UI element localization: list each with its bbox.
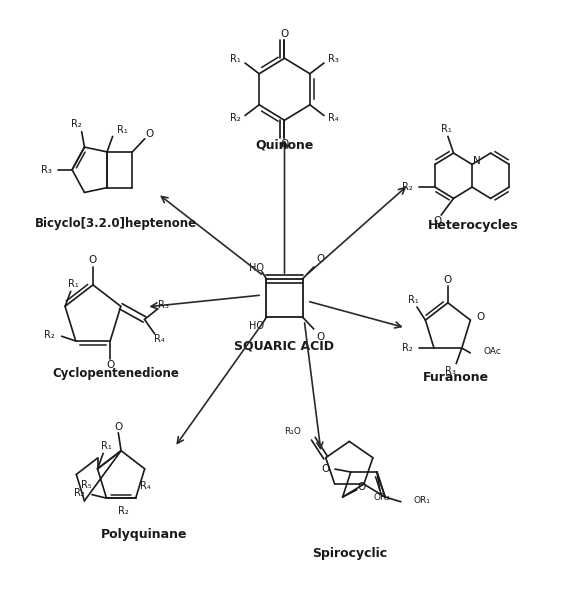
Text: O: O — [106, 360, 114, 370]
Text: OAc: OAc — [483, 347, 501, 356]
Text: R₄: R₄ — [154, 334, 164, 344]
Text: N: N — [473, 157, 480, 166]
Text: R₃: R₃ — [41, 165, 52, 175]
Text: R₂: R₂ — [75, 488, 85, 498]
Text: Heterocycles: Heterocycles — [427, 219, 518, 232]
Text: R₄: R₄ — [328, 113, 339, 123]
Text: Cyclopentenedione: Cyclopentenedione — [52, 367, 179, 380]
Text: O: O — [476, 311, 484, 321]
Text: Quinone: Quinone — [255, 139, 314, 152]
Text: OR₁: OR₁ — [413, 496, 430, 505]
Text: R₃: R₃ — [445, 366, 456, 376]
Text: O: O — [145, 129, 154, 139]
Text: R₂: R₂ — [402, 343, 413, 353]
Text: R₁: R₁ — [407, 295, 418, 305]
Text: R₂: R₂ — [402, 182, 413, 192]
Text: O: O — [89, 255, 97, 265]
Text: HO: HO — [249, 263, 263, 273]
Text: O: O — [357, 482, 365, 492]
Text: R₅: R₅ — [81, 480, 92, 490]
Text: R₂: R₂ — [230, 113, 241, 123]
Text: R₂: R₂ — [71, 119, 81, 129]
Text: O: O — [281, 29, 288, 39]
Text: R₄: R₄ — [141, 480, 151, 491]
Text: R₁: R₁ — [230, 54, 241, 64]
Text: R₁: R₁ — [117, 125, 128, 135]
Text: Bicyclo[3.2.0]heptenone: Bicyclo[3.2.0]heptenone — [34, 217, 196, 230]
Text: Polyquinane: Polyquinane — [100, 528, 187, 541]
Text: O: O — [321, 464, 329, 474]
Text: R₃: R₃ — [158, 300, 169, 310]
Text: Furanone: Furanone — [423, 371, 489, 385]
Text: SQUARIC ACID: SQUARIC ACID — [234, 340, 335, 352]
Text: R₁O: R₁O — [284, 427, 301, 436]
Text: O: O — [316, 254, 325, 264]
Text: O: O — [444, 275, 452, 285]
Text: R₃: R₃ — [328, 54, 339, 64]
Text: R₁: R₁ — [68, 279, 79, 289]
Text: R₂: R₂ — [118, 506, 129, 517]
Text: HO: HO — [249, 321, 263, 331]
Text: OR₂: OR₂ — [373, 492, 390, 501]
Text: O: O — [114, 422, 122, 432]
Text: O: O — [434, 216, 442, 226]
Text: O: O — [281, 139, 288, 149]
Text: R₁: R₁ — [442, 124, 452, 134]
Text: Spirocyclic: Spirocyclic — [312, 547, 387, 560]
Text: R₂: R₂ — [44, 330, 54, 340]
Text: R₁: R₁ — [101, 441, 112, 451]
Text: O: O — [316, 332, 325, 342]
